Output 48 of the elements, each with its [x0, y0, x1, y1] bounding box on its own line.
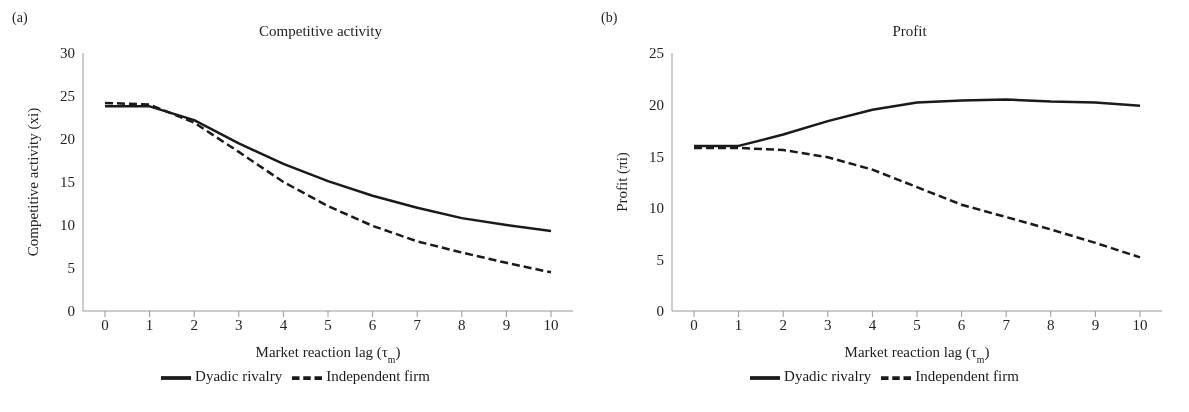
x-tick-label: 8	[1047, 316, 1055, 333]
x-tick-label: 8	[458, 316, 466, 333]
x-tick-label: 9	[1091, 316, 1100, 333]
x-tick-label: 6	[957, 316, 966, 333]
x-tick-label: 0	[690, 316, 698, 333]
line-series	[103, 101, 553, 274]
x-tick-label: 2	[779, 316, 787, 333]
text: (b)	[601, 10, 618, 26]
x-tick-label: 10	[543, 316, 559, 333]
x-tick-label: 3	[235, 316, 243, 333]
x-axis-title: Market reaction lag (τ$_{m}$)	[844, 344, 990, 365]
legend-label: Dyadic rivalry	[195, 368, 283, 385]
y-tick-label: 25	[649, 45, 664, 62]
x-tick-label: 7	[413, 316, 422, 333]
x-tick-label: 5	[324, 316, 332, 333]
x-tick-label: 6	[368, 316, 377, 333]
y-tick-label: 10	[649, 200, 664, 217]
chart-title: Profit	[892, 23, 928, 39]
chart-title: Competitive activity	[259, 23, 383, 39]
y-tick-label: 25	[60, 88, 75, 105]
y-tick-label: 0	[67, 303, 75, 320]
y-tick-label: 20	[60, 131, 75, 148]
text: (a)	[12, 10, 28, 26]
x-tick-label: 3	[824, 316, 832, 333]
x-tick-label: 0	[101, 316, 109, 333]
x-tick-label: 9	[502, 316, 511, 333]
x-tick-label: 4	[868, 316, 877, 333]
x-tick-label: 2	[190, 316, 198, 333]
x-axis-title: Market reaction lag (τ$_{m}$)	[255, 344, 401, 365]
x-tick-label: 1	[734, 316, 743, 333]
y-axis-title: Competitive activity (xi)	[25, 107, 42, 257]
legend-label: Independent firm	[915, 368, 1019, 385]
x-tick-label: 7	[1002, 316, 1011, 333]
legend-label: Dyadic rivalry	[784, 368, 872, 385]
x-tick-label: 4	[279, 316, 288, 333]
y-tick-label: 15	[649, 148, 664, 165]
y-tick-label: 10	[60, 217, 75, 234]
y-axis-title: Profit (πi)	[614, 152, 631, 212]
x-tick-label: 1	[145, 316, 154, 333]
x-tick-label: 10	[1132, 316, 1148, 333]
y-tick-label: 0	[656, 303, 664, 320]
legend-label: Independent firm	[326, 368, 430, 385]
y-tick-label: 15	[60, 174, 75, 191]
y-tick-label: 20	[649, 96, 664, 113]
x-tick-label: 5	[913, 316, 921, 333]
y-tick-label: 5	[656, 251, 664, 268]
y-tick-label: 30	[60, 45, 75, 62]
y-tick-label: 5	[67, 260, 75, 277]
